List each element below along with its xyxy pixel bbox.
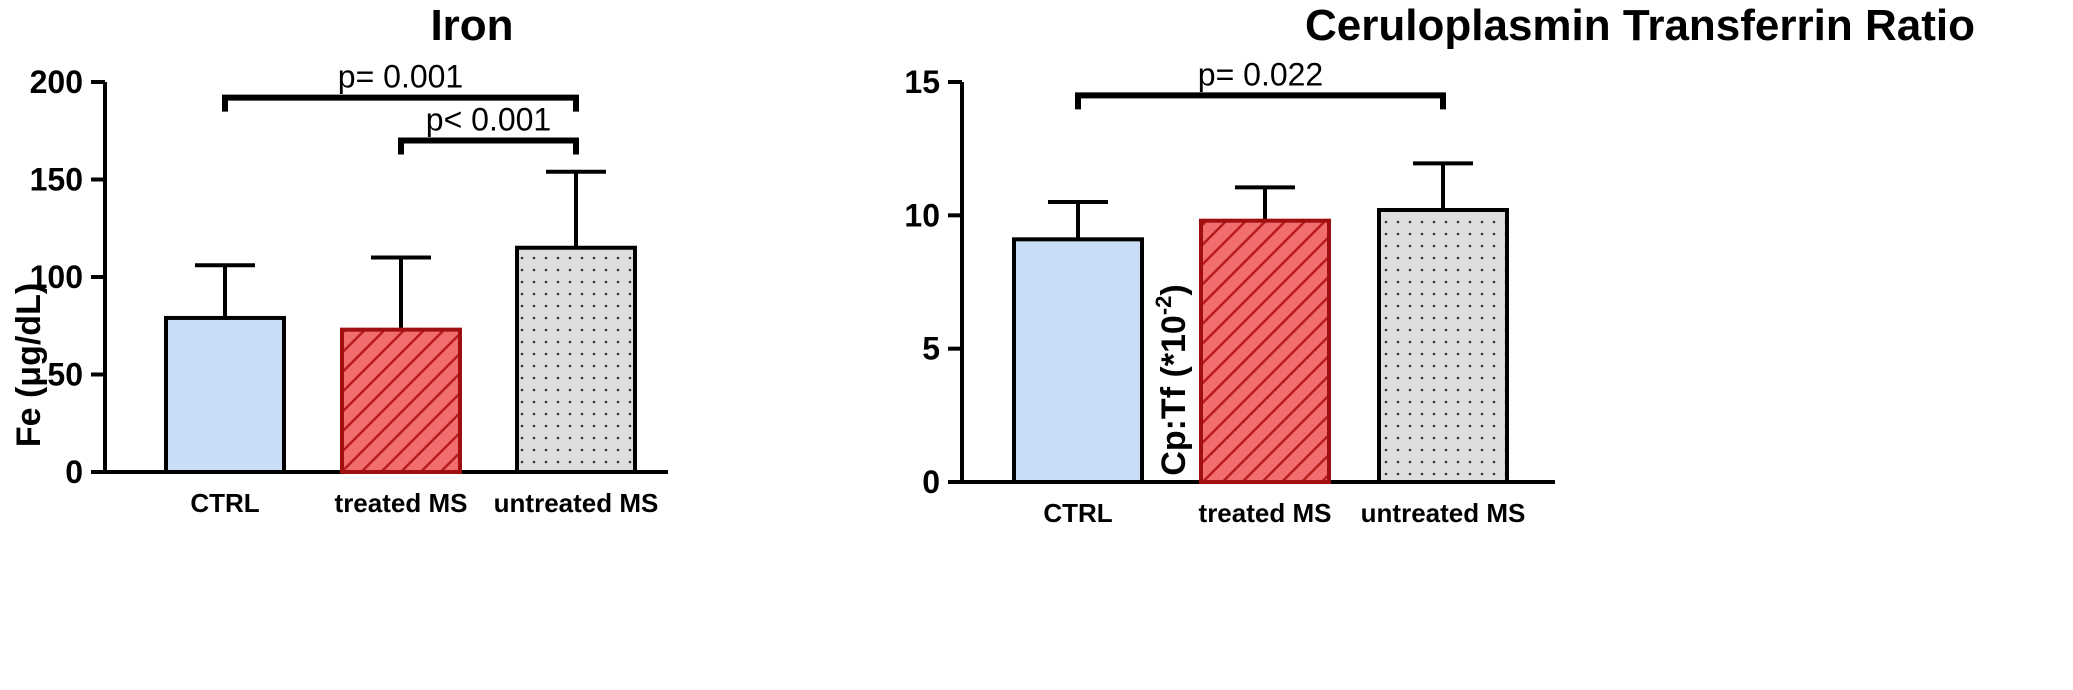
- cp-tf-y-tick-label: 15: [904, 64, 940, 100]
- iron-y-tick-label: 0: [65, 454, 83, 490]
- iron-category-label-ctrl: CTRL: [190, 488, 259, 518]
- cp-tf-category-label-treated-ms: treated MS: [1199, 498, 1332, 528]
- iron-bars: [164, 169, 637, 475]
- cp-tf-bar-untreated-ms: [1377, 208, 1509, 484]
- iron-significance-bracket: [398, 137, 579, 155]
- iron-bar-treated-ms: [340, 327, 462, 474]
- cp-tf-category-label-untreated-ms: untreated MS: [1361, 498, 1526, 528]
- cp-tf-y-tick-label: 10: [904, 197, 940, 233]
- iron-y-tick-label: 150: [30, 162, 83, 198]
- iron-category-label-untreated-ms: untreated MS: [494, 488, 659, 518]
- iron-bar-untreated-ms: [515, 245, 637, 474]
- iron-axes: 0 50 100 150 200 CTRL treated MS untreated MS: [30, 64, 668, 518]
- iron-y-tick-label: 100: [30, 259, 83, 295]
- iron-chart-title: Iron: [430, 1, 513, 50]
- cp-tf-significance-bracket: [1075, 92, 1446, 110]
- cp-tf-y-tick-label: 5: [922, 331, 940, 367]
- cp-tf-chart-title: Ceruloplasmin Transferrin Ratio: [1305, 1, 1975, 50]
- iron-significance-brackets: p= 0.001 p< 0.001: [222, 59, 579, 155]
- cp-tf-ratio-chart: Ceruloplasmin Transferrin Ratio Cp:Tf (*…: [904, 1, 1975, 528]
- iron-significance-bracket: [222, 94, 579, 112]
- iron-bar-ctrl: [164, 315, 286, 475]
- cp-tf-bar-ctrl: [1012, 237, 1144, 484]
- cp-tf-p-value-label: p= 0.022: [1198, 56, 1323, 92]
- iron-y-tick-label: 50: [47, 357, 83, 393]
- cp-tf-y-axis-label: Cp:Tf (*10-2): [1151, 284, 1193, 475]
- iron-y-tick-label: 200: [30, 64, 83, 100]
- cp-tf-y-tick-label: 0: [922, 464, 940, 500]
- cp-tf-significance-brackets: p= 0.022: [1075, 56, 1446, 110]
- iron-p-value-label: p< 0.001: [426, 102, 551, 138]
- iron-category-label-treated-ms: treated MS: [335, 488, 468, 518]
- cp-tf-category-label-ctrl: CTRL: [1043, 498, 1112, 528]
- cp-tf-bars: [1012, 161, 1509, 485]
- iron-y-axis-label: Fe (μg/dL): [10, 283, 48, 447]
- cp-tf-bar-treated-ms: [1199, 218, 1331, 485]
- iron-chart: Iron Fe (μg/dL) 0 50 100 150 200 CTRL treated …: [10, 1, 668, 518]
- iron-p-value-label: p= 0.001: [338, 59, 463, 95]
